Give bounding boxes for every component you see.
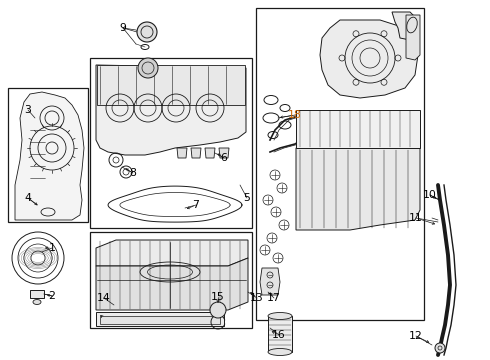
Text: 6: 6 bbox=[220, 153, 227, 163]
Text: 11: 11 bbox=[409, 213, 423, 223]
Bar bbox=[96, 312, 224, 326]
Circle shape bbox=[138, 58, 158, 78]
Text: 3: 3 bbox=[24, 105, 31, 115]
Polygon shape bbox=[296, 148, 420, 230]
Text: 16: 16 bbox=[272, 330, 286, 340]
Bar bbox=[256, 8, 424, 320]
Polygon shape bbox=[96, 258, 248, 310]
Bar bbox=[90, 58, 252, 228]
Bar bbox=[30, 290, 44, 298]
Text: 13: 13 bbox=[250, 293, 264, 303]
Polygon shape bbox=[260, 268, 280, 295]
Text: 9: 9 bbox=[120, 23, 126, 33]
Text: 15: 15 bbox=[211, 292, 225, 302]
Text: 5: 5 bbox=[244, 193, 250, 203]
Circle shape bbox=[210, 302, 226, 318]
Text: 8: 8 bbox=[129, 168, 136, 178]
Text: 14: 14 bbox=[97, 293, 111, 303]
Polygon shape bbox=[296, 110, 420, 148]
Polygon shape bbox=[406, 15, 420, 60]
Polygon shape bbox=[392, 12, 418, 40]
Text: 2: 2 bbox=[49, 291, 55, 301]
Bar bbox=[268, 316, 292, 352]
Bar bbox=[97, 65, 245, 105]
Bar bbox=[90, 232, 252, 328]
Bar bbox=[8, 88, 88, 222]
Ellipse shape bbox=[268, 348, 292, 356]
Text: 10: 10 bbox=[423, 190, 437, 200]
Text: 17: 17 bbox=[267, 293, 281, 303]
Circle shape bbox=[137, 22, 157, 42]
Text: 12: 12 bbox=[409, 331, 423, 341]
Ellipse shape bbox=[33, 300, 41, 305]
Polygon shape bbox=[96, 240, 248, 266]
Text: 1: 1 bbox=[49, 243, 55, 253]
Bar bbox=[100, 316, 220, 324]
Polygon shape bbox=[177, 148, 187, 158]
Ellipse shape bbox=[268, 312, 292, 320]
Polygon shape bbox=[219, 148, 229, 158]
Polygon shape bbox=[15, 92, 84, 220]
Polygon shape bbox=[320, 20, 418, 98]
Text: 7: 7 bbox=[193, 200, 199, 210]
Circle shape bbox=[435, 343, 445, 353]
Polygon shape bbox=[191, 148, 201, 158]
Polygon shape bbox=[205, 148, 215, 158]
Polygon shape bbox=[96, 65, 246, 155]
Text: 4: 4 bbox=[24, 193, 31, 203]
Text: 18: 18 bbox=[288, 110, 302, 120]
